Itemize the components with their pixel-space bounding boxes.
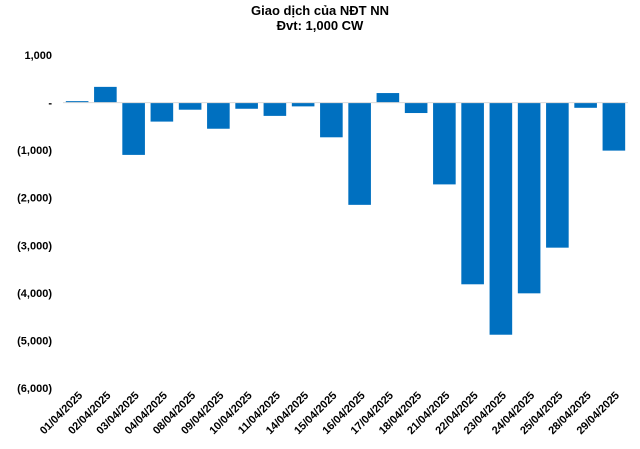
bar (546, 102, 569, 248)
chart-subtitle: Đvt: 1,000 CW (276, 18, 364, 33)
bar (348, 102, 371, 205)
y-tick-label: (3,000) (17, 240, 52, 252)
bar (150, 102, 174, 122)
y-tick-label: - (48, 98, 52, 110)
bar (376, 93, 400, 103)
bar (320, 102, 343, 138)
bar (263, 102, 287, 116)
y-tick-label: (5,000) (17, 335, 52, 347)
bar (602, 102, 626, 151)
bar (122, 102, 145, 155)
bar (178, 102, 202, 110)
bar (489, 102, 513, 335)
bar (517, 102, 541, 294)
chart-title: Giao dịch của NĐT NN (251, 3, 389, 18)
y-tick-label: (6,000) (17, 383, 52, 395)
bar (94, 86, 117, 103)
bar (65, 101, 89, 103)
bar (235, 102, 258, 109)
bar (291, 102, 315, 107)
bar (461, 102, 484, 285)
y-tick-label: (1,000) (17, 145, 52, 157)
y-tick-label: (2,000) (17, 193, 52, 205)
bar (404, 102, 428, 114)
y-tick-label: 1,000 (24, 50, 52, 62)
y-tick-label: (4,000) (17, 288, 52, 300)
bar (433, 102, 456, 185)
bar (207, 102, 230, 129)
bar (574, 102, 597, 108)
